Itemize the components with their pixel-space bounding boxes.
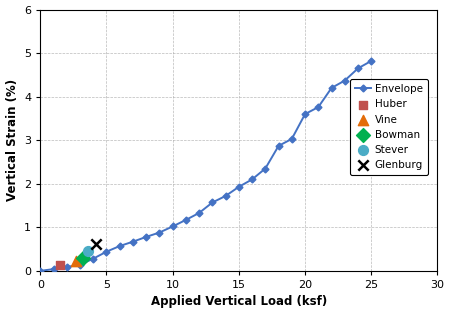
Envelope (197, 211, 202, 215)
Envelope (329, 86, 334, 90)
Envelope (170, 225, 176, 228)
Vine (72, 259, 80, 264)
Legend: Envelope, Huber, Vine, Bowman, Stever, Glenburg: Envelope, Huber, Vine, Bowman, Stever, G… (350, 79, 428, 176)
Envelope (342, 79, 347, 83)
Envelope (210, 201, 215, 204)
Envelope (104, 250, 109, 254)
Envelope (117, 244, 122, 248)
Envelope (51, 267, 56, 271)
Envelope (90, 257, 96, 261)
Envelope (183, 218, 189, 222)
Glenburg (92, 241, 99, 246)
Envelope (130, 240, 135, 244)
Envelope (144, 235, 149, 239)
Envelope (64, 265, 69, 269)
Envelope (249, 177, 255, 181)
Envelope (276, 144, 281, 148)
Envelope (157, 231, 162, 235)
Envelope (302, 112, 308, 116)
Envelope (369, 59, 374, 63)
Envelope (289, 137, 294, 141)
Envelope (356, 67, 361, 70)
Line: Envelope: Envelope (38, 58, 374, 273)
Envelope (263, 167, 268, 171)
Envelope (37, 269, 43, 273)
Envelope (77, 263, 83, 267)
Huber (57, 263, 64, 268)
Stever (84, 248, 91, 253)
Envelope (223, 194, 228, 198)
X-axis label: Applied Vertical Load (ksf): Applied Vertical Load (ksf) (151, 295, 327, 308)
Envelope (236, 185, 242, 189)
Bowman (79, 255, 86, 260)
Y-axis label: Vertical Strain (%): Vertical Strain (%) (5, 79, 18, 201)
Envelope (315, 105, 321, 109)
